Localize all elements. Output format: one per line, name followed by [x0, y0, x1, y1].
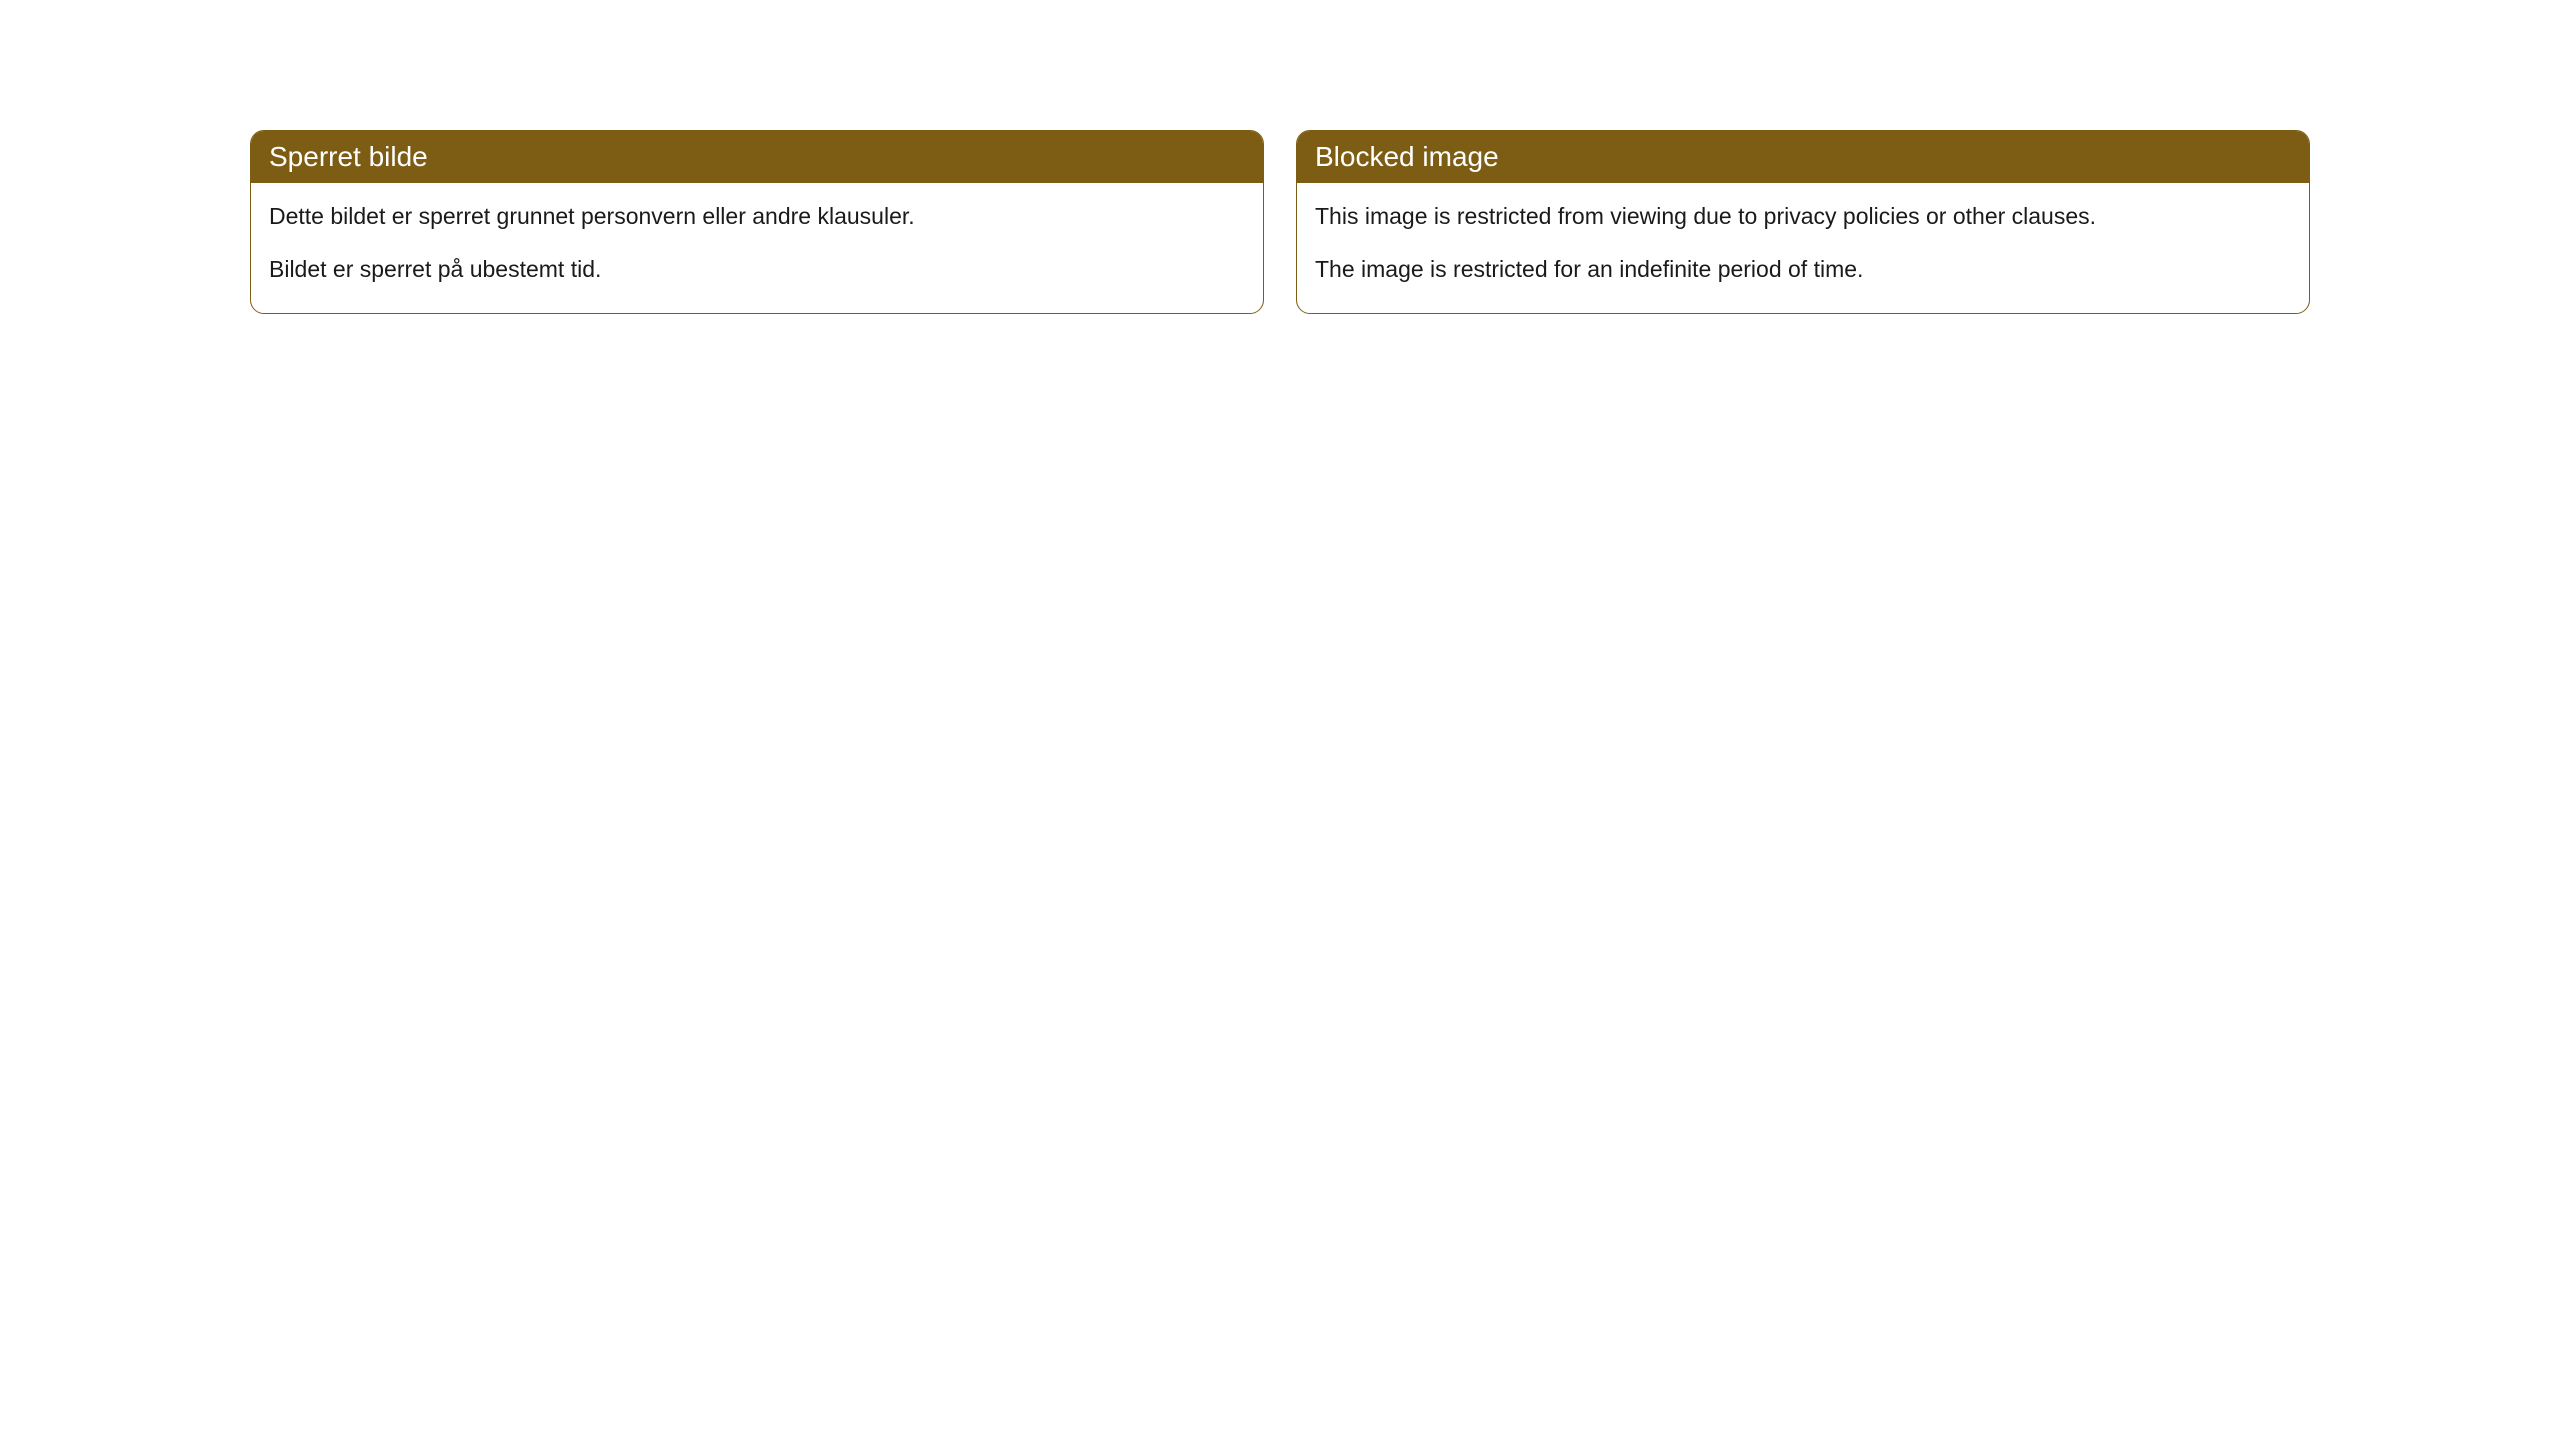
- notice-card-norwegian: Sperret bilde Dette bildet er sperret gr…: [250, 130, 1264, 314]
- card-paragraph: The image is restricted for an indefinit…: [1315, 254, 2291, 285]
- notice-container: Sperret bilde Dette bildet er sperret gr…: [250, 130, 2310, 314]
- card-title: Blocked image: [1297, 131, 2309, 183]
- card-paragraph: Dette bildet er sperret grunnet personve…: [269, 201, 1245, 232]
- card-paragraph: This image is restricted from viewing du…: [1315, 201, 2291, 232]
- notice-card-english: Blocked image This image is restricted f…: [1296, 130, 2310, 314]
- card-body: Dette bildet er sperret grunnet personve…: [251, 183, 1263, 313]
- card-title: Sperret bilde: [251, 131, 1263, 183]
- card-paragraph: Bildet er sperret på ubestemt tid.: [269, 254, 1245, 285]
- card-body: This image is restricted from viewing du…: [1297, 183, 2309, 313]
